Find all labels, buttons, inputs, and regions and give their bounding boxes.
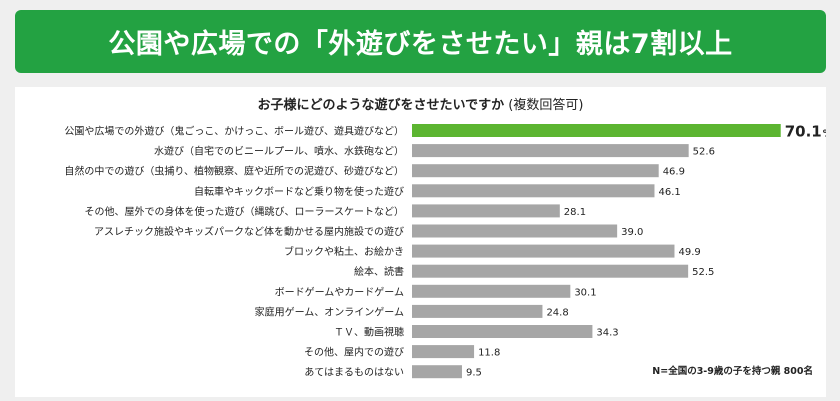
bar — [412, 304, 543, 318]
bar — [412, 224, 618, 238]
category-label: 家庭用ゲーム、オンラインゲーム — [255, 305, 404, 318]
bar — [412, 264, 689, 278]
category-label: ＴＶ、動画視聴 — [334, 326, 404, 339]
chart-panel: お子様にどのような遊びをさせたいですか (複数回答可) 公園や広場での外遊び（鬼… — [15, 87, 826, 397]
bar — [412, 325, 593, 338]
page-title-banner: 公園や広場での「外遊びをさせたい」親は7割以上 — [15, 10, 826, 73]
chart-title-note: (複数回答可) — [508, 98, 584, 113]
value-label: 52.5 — [692, 267, 714, 278]
bar — [412, 244, 675, 258]
category-label: アスレチック施設やキッズパークなど体を動かせる屋内施設での遊び — [94, 225, 404, 238]
category-label: 絵本、読書 — [354, 265, 404, 278]
bar — [412, 184, 655, 198]
bar — [412, 144, 689, 158]
category-label: 自転車やキックボードなど乗り物を使った遊び — [194, 185, 404, 198]
value-unit: % — [823, 129, 826, 140]
category-label: ブロックや粘土、お絵かき — [284, 245, 404, 258]
value-label: 46.9 — [663, 167, 685, 178]
value-label: 46.1 — [658, 187, 680, 198]
category-label: その他、屋内での遊び — [304, 346, 404, 359]
value-label: 24.8 — [546, 307, 568, 318]
page-title: 公園や広場での「外遊びをさせたい」親は7割以上 — [108, 29, 733, 60]
value-label: 11.8 — [478, 348, 500, 359]
bar — [412, 345, 475, 359]
chart-title-text: お子様にどのような遊びをさせたいですか — [257, 98, 505, 113]
bar — [412, 284, 571, 298]
category-label: あてはまるものはない — [304, 367, 404, 379]
value-label: 9.5 — [466, 368, 482, 379]
value-label: 70.1% — [785, 123, 826, 141]
value-label: 49.9 — [678, 247, 700, 258]
category-label: 公園や広場での外遊び（鬼ごっこ、かけっこ、ボール遊び、遊具遊びなど） — [64, 125, 404, 138]
value-label: 28.1 — [564, 207, 586, 218]
bar — [412, 204, 560, 218]
category-label: 水遊び（自宅でのビニールプール、噴水、水鉄砲など） — [154, 145, 404, 158]
bar — [412, 164, 659, 178]
bar-chart: 公園や広場での外遊び（鬼ごっこ、かけっこ、ボール遊び、遊具遊びなど） 70.1% 水… — [64, 123, 826, 379]
value-label: 34.3 — [596, 328, 618, 339]
category-label: ボードゲームやカードゲーム — [275, 286, 404, 298]
bar — [412, 365, 462, 379]
category-label: 自然の中での遊び（虫捕り、植物観察、庭や近所での泥遊び、砂遊びなど） — [64, 165, 404, 178]
bar — [412, 124, 781, 137]
chart-footnote: N=全国の3-9歳の子を持つ親 800名 — [652, 366, 813, 377]
chart-title: お子様にどのような遊びをさせたいですか (複数回答可) — [15, 94, 826, 113]
value-label: 30.1 — [574, 287, 596, 298]
category-label: その他、屋外での身体を使った遊び（縄跳び、ローラースケートなど） — [85, 205, 405, 218]
value-label: 52.6 — [693, 147, 715, 158]
value-label: 39.0 — [621, 227, 643, 238]
